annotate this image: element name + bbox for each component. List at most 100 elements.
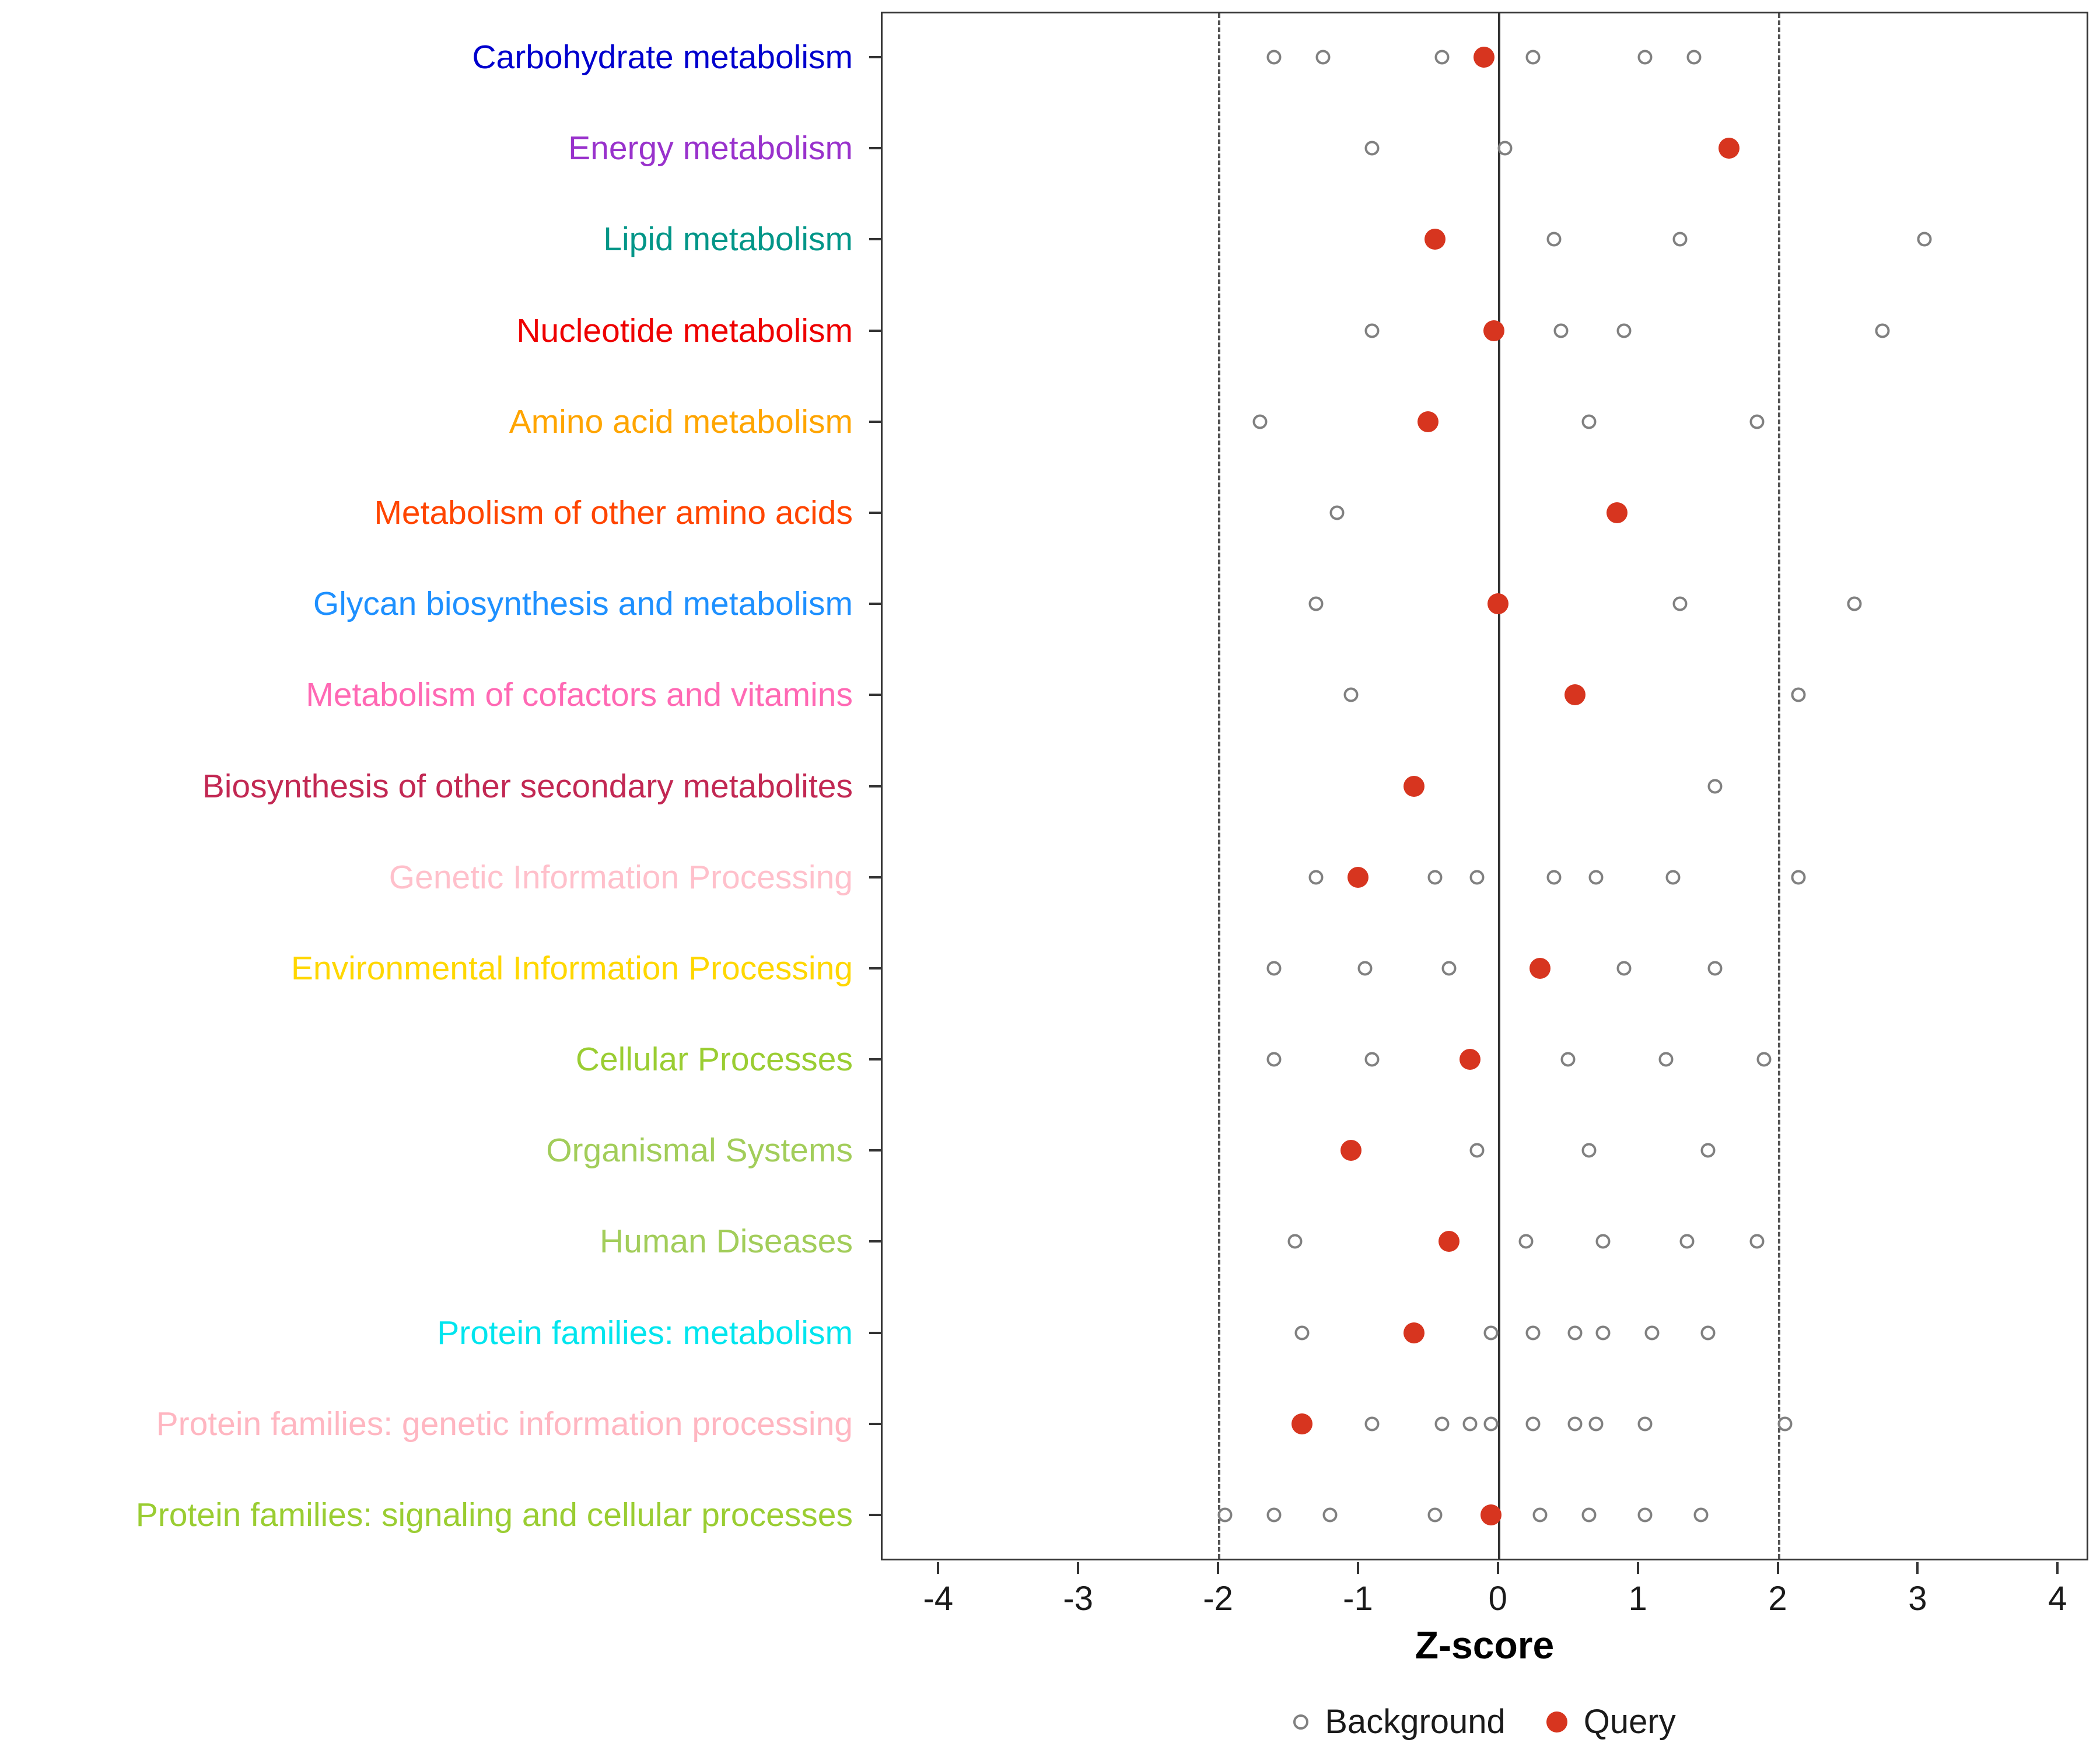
x-tick-mark: [1356, 1562, 1359, 1574]
background-dot: [1847, 596, 1862, 611]
x-tick-mark: [1496, 1562, 1499, 1574]
y-tick-mark: [869, 329, 881, 332]
background-dot: [1525, 50, 1541, 65]
category-label: Cellular Processes: [575, 1041, 853, 1079]
background-dot: [1672, 232, 1688, 247]
background-dot: [1266, 50, 1282, 65]
zero-line: [1497, 13, 1500, 1559]
background-dot: [1637, 50, 1653, 65]
y-tick-mark: [869, 694, 881, 696]
x-tick-mark: [1916, 1562, 1919, 1574]
filled-circle-icon: [1546, 1711, 1567, 1732]
background-dot: [1595, 1234, 1611, 1249]
y-tick-mark: [869, 1422, 881, 1425]
background-dot: [1252, 414, 1268, 429]
background-dot: [1672, 596, 1688, 611]
background-dot: [1434, 1416, 1450, 1432]
x-tick-mark: [1776, 1562, 1779, 1574]
x-tick-mark: [937, 1562, 940, 1574]
background-dot: [1616, 323, 1632, 338]
background-dot: [1364, 1416, 1380, 1432]
background-dot: [1364, 1052, 1380, 1067]
background-dot: [1315, 50, 1331, 65]
background-dot: [1875, 323, 1890, 338]
category-label: Protein families: genetic information pr…: [156, 1405, 853, 1443]
category-label: Human Diseases: [599, 1223, 853, 1261]
plot-panel: [881, 12, 2088, 1560]
background-dot: [1560, 1052, 1576, 1067]
query-dot: [1424, 229, 1446, 250]
background-dot: [1329, 505, 1345, 520]
background-dot: [1588, 870, 1604, 885]
threshold-dashed-line: [1777, 13, 1780, 1559]
category-label: Environmental Information Processing: [290, 949, 853, 987]
open-circle-icon: [1293, 1714, 1309, 1730]
background-dot: [1679, 1234, 1695, 1249]
y-tick-mark: [869, 785, 881, 788]
background-dot: [1546, 870, 1562, 885]
category-label: Biosynthesis of other secondary metaboli…: [202, 767, 853, 805]
background-dot: [1497, 141, 1513, 156]
background-dot: [1427, 1507, 1443, 1522]
y-tick-mark: [869, 1149, 881, 1152]
background-dot: [1364, 323, 1380, 338]
background-dot: [1294, 1325, 1310, 1340]
query-dot: [1487, 593, 1508, 615]
query-dot: [1718, 138, 1740, 159]
background-dot: [1266, 961, 1282, 976]
category-label: Protein families: metabolism: [437, 1314, 853, 1352]
query-dot: [1340, 1140, 1362, 1161]
background-dot: [1441, 961, 1457, 976]
x-tick-label: 4: [2048, 1580, 2067, 1618]
y-tick-mark: [869, 511, 881, 514]
background-dot: [1434, 50, 1450, 65]
x-tick-mark: [1636, 1562, 1639, 1574]
background-dot: [1791, 687, 1806, 702]
background-dot: [1308, 870, 1324, 885]
query-dot: [1529, 957, 1550, 979]
background-dot: [1700, 1325, 1716, 1340]
background-dot: [1595, 1325, 1611, 1340]
background-dot: [1483, 1325, 1499, 1340]
background-dot: [1567, 1325, 1583, 1340]
background-dot: [1693, 1507, 1709, 1522]
category-label: Organismal Systems: [546, 1132, 853, 1170]
legend-label-background: Background: [1325, 1703, 1506, 1741]
query-dot: [1473, 47, 1494, 68]
background-dot: [1917, 232, 1932, 247]
background-dot: [1546, 232, 1562, 247]
y-tick-mark: [869, 238, 881, 241]
background-dot: [1287, 1234, 1303, 1249]
background-dot: [1581, 1507, 1597, 1522]
background-dot: [1616, 961, 1632, 976]
y-tick-mark: [869, 420, 881, 423]
y-tick-mark: [869, 967, 881, 970]
x-tick-label: -4: [923, 1580, 954, 1618]
category-label: Glycan biosynthesis and metabolism: [313, 585, 853, 623]
background-dot: [1777, 1416, 1792, 1432]
x-tick-label: -2: [1203, 1580, 1233, 1618]
query-dot: [1347, 866, 1368, 888]
query-dot: [1291, 1413, 1312, 1434]
background-dot: [1658, 1052, 1674, 1067]
background-dot: [1581, 1143, 1597, 1158]
x-tick-label: 0: [1488, 1580, 1507, 1618]
background-dot: [1637, 1416, 1653, 1432]
background-dot: [1707, 779, 1723, 793]
query-dot: [1438, 1231, 1460, 1252]
background-dot: [1427, 870, 1443, 885]
background-dot: [1266, 1052, 1282, 1067]
y-tick-mark: [869, 1058, 881, 1061]
background-dot: [1553, 323, 1569, 338]
background-dot: [1707, 961, 1723, 976]
query-dot: [1403, 775, 1424, 797]
background-dot: [1217, 1507, 1233, 1522]
background-dot: [1637, 1507, 1653, 1522]
legend: Background Query: [881, 1702, 2088, 1741]
background-dot: [1749, 1234, 1765, 1249]
x-tick-label: 2: [1768, 1580, 1787, 1618]
legend-label-query: Query: [1583, 1703, 1676, 1741]
x-tick-mark: [2056, 1562, 2059, 1574]
query-dot: [1480, 1504, 1502, 1525]
